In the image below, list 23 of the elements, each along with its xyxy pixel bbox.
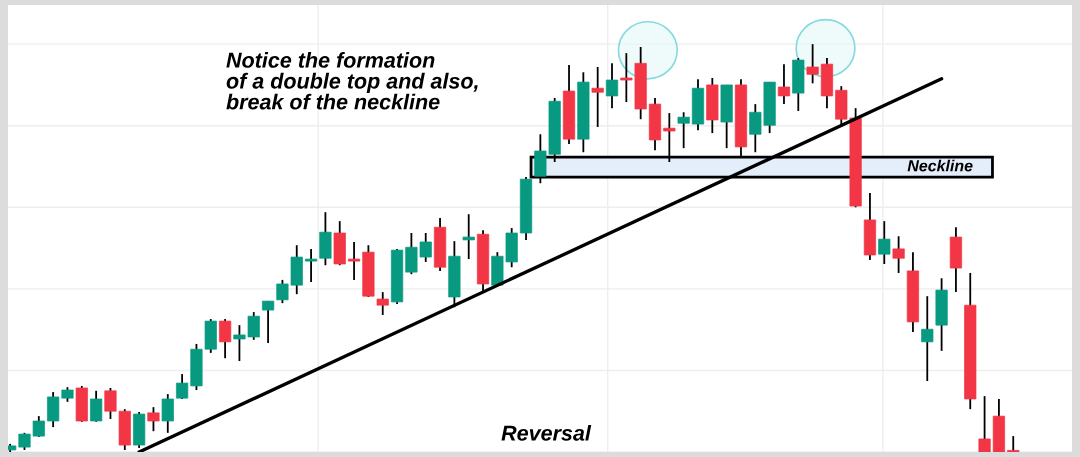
- candlestick: [90, 389, 103, 423]
- candlestick: [677, 111, 690, 150]
- candlestick: [305, 247, 318, 283]
- annotation: Notice the formation of a double top and also, break of the neckline: [226, 52, 478, 110]
- candlestick: [806, 43, 819, 85]
- candlestick: [1007, 435, 1020, 452]
- candlestick: [605, 62, 619, 110]
- candlestick: [878, 220, 891, 265]
- candlestick: [376, 291, 389, 316]
- band-label: Neckline: [907, 159, 973, 172]
- candlestick: [262, 300, 275, 345]
- candlestick: [176, 373, 189, 400]
- candlestick: [147, 406, 160, 433]
- candlestick: [978, 395, 991, 452]
- annotation: Reversal: [501, 424, 592, 441]
- candlestick: [161, 393, 174, 434]
- candlestick: [462, 213, 475, 260]
- candlestick: [892, 235, 905, 274]
- candlestick: [921, 295, 934, 382]
- candlestick: [347, 241, 361, 281]
- candlestick: [777, 63, 791, 106]
- candlestick: [219, 318, 232, 360]
- candlestick: [591, 66, 604, 128]
